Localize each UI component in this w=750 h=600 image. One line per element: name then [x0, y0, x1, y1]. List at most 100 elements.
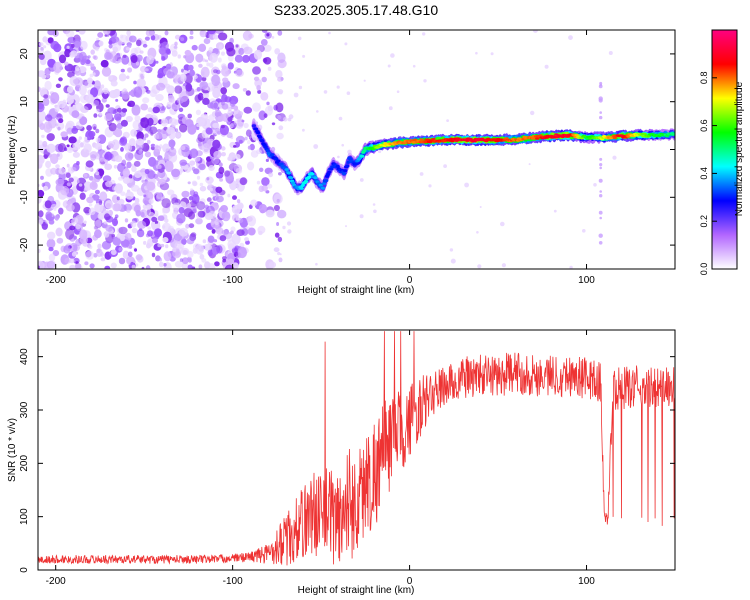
spectrogram-noise-cell	[68, 136, 77, 144]
spectrogram-noise-speck	[338, 116, 343, 121]
spectrogram-signal-cell	[341, 172, 347, 176]
spectrogram-noise-cell	[97, 212, 105, 220]
spectrogram-signal-cell	[672, 132, 675, 135]
spectrogram-noise-cell	[226, 47, 236, 57]
spectrogram-noise-cell	[128, 91, 133, 96]
spectrogram-noise-cell	[238, 47, 245, 56]
spectrogram-noise-cell	[178, 207, 185, 214]
spectrogram-noise-cell	[162, 237, 169, 243]
spectrogram-noise-cell	[70, 50, 78, 57]
spectrogram-noise-cell	[74, 102, 84, 111]
spectrogram-noise-cell	[140, 103, 149, 111]
spectrogram-noise-cell	[113, 164, 118, 169]
spectrogram-noise-cell	[109, 153, 114, 159]
spectrogram-noise-cell	[274, 232, 280, 238]
spectrogram-noise-cell	[231, 233, 241, 245]
spectrogram-noise-cell	[101, 66, 112, 77]
spectrogram-noise-cell	[202, 239, 207, 244]
spectrogram-noise-cell	[120, 191, 126, 196]
spectrogram-noise-cell	[198, 143, 202, 147]
spectrogram-noise-cell	[136, 54, 143, 62]
spectrogram-noise-cell	[131, 184, 140, 192]
spectrogram-noise-cell	[142, 197, 151, 205]
spectrogram-noise-cell	[176, 213, 186, 224]
spectrogram-noise-cell	[273, 193, 283, 204]
spectrogram-noise-cell	[187, 123, 197, 135]
spectrogram-noise-cell	[66, 200, 72, 205]
spectrogram-noise-cell	[144, 133, 149, 138]
spectrogram-noise-speck	[553, 209, 557, 213]
spectrogram-noise-cell	[185, 83, 193, 92]
spectrogram-noise-cell	[147, 107, 153, 113]
spectrogram-noise-cell	[40, 47, 44, 51]
spectrogram-noise-cell	[164, 155, 169, 160]
spectrogram-noise-cell	[38, 102, 45, 113]
spectrogram-noise-cell	[211, 156, 220, 165]
x-tick-label: -100	[223, 576, 243, 587]
spectrogram-signal-cell	[265, 149, 270, 153]
x-tick-label: 0	[407, 275, 413, 286]
spectrogram-noise-cell	[142, 142, 150, 152]
spectrogram-streak-cell	[598, 178, 603, 183]
spectrogram-noise-cell	[179, 159, 187, 166]
spectrogram-noise-cell	[103, 87, 109, 95]
spectrogram-noise-cell	[138, 140, 143, 146]
y-tick-label: 200	[19, 455, 30, 472]
spectrogram-noise-speck	[359, 178, 364, 182]
spectrogram-noise-cell	[167, 94, 174, 100]
spectrogram-noise-cell	[161, 56, 166, 61]
spectrogram-noise-cell	[117, 162, 126, 173]
spectrogram-signal-cell	[327, 170, 332, 174]
spectrogram-noise-cell	[134, 197, 140, 204]
y-tick-label: 20	[19, 48, 30, 60]
spectrogram-noise-cell	[179, 73, 187, 80]
spectrogram-streak-cell	[599, 190, 602, 193]
spectrogram-noise-speck	[283, 117, 288, 122]
spectrogram-noise-cell	[198, 43, 207, 52]
spectrogram-noise-cell	[230, 122, 238, 128]
spectrogram-noise-speck	[328, 31, 331, 35]
spectrogram-noise-cell	[100, 257, 106, 262]
colorbar-label: Normalized spectral amplitude	[734, 81, 745, 216]
spectrogram-noise-cell	[44, 200, 52, 209]
spectrogram-noise-cell	[206, 263, 216, 269]
spectrogram-noise-speck	[530, 110, 535, 116]
spectrogram-noise-cell	[70, 219, 75, 223]
spectrogram-noise-cell	[187, 264, 193, 269]
spectrogram-noise-cell	[171, 168, 181, 178]
spectrogram-noise-cell	[156, 82, 166, 91]
spectrogram-noise-cell	[102, 175, 112, 183]
spectrogram-noise-cell	[47, 231, 56, 240]
spectrogram-noise-cell	[199, 81, 209, 90]
spectrogram-noise-cell	[261, 76, 267, 83]
spectrogram-noise-cell	[277, 114, 282, 120]
spectrogram-noise-cell	[110, 249, 117, 256]
spectrogram-noise-cell	[75, 224, 81, 230]
spectrogram-noise-cell	[239, 177, 248, 186]
spectrogram-noise-cell	[112, 236, 122, 246]
spectrogram-signal-cell	[345, 164, 350, 168]
spectrogram-noise-cell	[105, 113, 113, 120]
spectrogram-noise-cell	[241, 119, 245, 123]
spectrogram-x-ticks: -200 -100 0 100	[46, 30, 595, 286]
spectrogram-noise-cell	[138, 149, 143, 155]
spectrogram-noise-cell	[164, 218, 169, 224]
spectrogram-noise-cell	[206, 82, 215, 92]
spectrogram-signal-layer	[251, 81, 675, 245]
y-tick-label: 0	[19, 146, 30, 152]
x-tick-label: -100	[223, 275, 243, 286]
snr-x-axis-label: Height of straight line (km)	[298, 585, 415, 596]
spectrogram-noise-cell	[147, 230, 153, 237]
spectrogram-noise-speck	[479, 206, 482, 208]
spectrogram-noise-cell	[277, 52, 286, 64]
spectrogram-noise-cell	[248, 33, 254, 39]
spectrogram-noise-cell	[165, 244, 169, 249]
spectrogram-noise-cell	[56, 237, 64, 244]
spectrogram-noise-cell	[131, 104, 141, 116]
spectrogram-noise-cell	[186, 202, 192, 209]
spectrogram-noise-cell	[93, 55, 98, 60]
spectrogram-noise-cell	[221, 152, 226, 157]
spectrogram-noise-cell	[187, 251, 194, 258]
spectrogram-noise-cell	[96, 248, 103, 257]
spectrogram-noise-cell	[46, 143, 56, 153]
